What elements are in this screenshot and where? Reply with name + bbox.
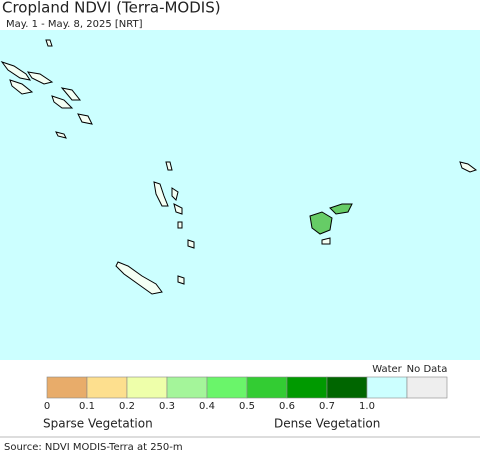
no-data-label: No Data bbox=[407, 364, 448, 375]
map-area bbox=[0, 30, 480, 360]
island bbox=[177, 275, 185, 285]
island bbox=[329, 203, 353, 215]
island bbox=[55, 131, 67, 139]
island bbox=[153, 181, 169, 207]
legend-tick-label: 0 bbox=[44, 401, 50, 412]
island bbox=[9, 79, 34, 95]
legend-swatch bbox=[46, 376, 88, 399]
legend-tick-label: 0.4 bbox=[199, 401, 215, 412]
island bbox=[187, 239, 195, 249]
legend-low-label: Sparse Vegetation bbox=[43, 417, 153, 431]
island bbox=[26, 71, 54, 85]
no-data-swatch bbox=[406, 376, 448, 399]
water-swatch bbox=[366, 376, 408, 399]
island bbox=[115, 261, 163, 295]
island bbox=[45, 39, 53, 47]
legend: Water No Data 0 0.1 0.2 0.3 0.4 0.5 0.6 0.7 1.0 bbox=[44, 364, 448, 412]
legend-tick-label: 0.5 bbox=[239, 401, 255, 412]
source: Source: NDVI MODIS-Terra at 250-m bbox=[4, 442, 183, 453]
title: Cropland NDVI (Terra-MODIS) bbox=[2, 0, 221, 17]
legend-high-label: Dense Vegetation bbox=[274, 417, 380, 431]
legend-tick-label: 0.3 bbox=[159, 401, 175, 412]
legend-swatch bbox=[286, 376, 328, 399]
legend-swatch bbox=[206, 376, 248, 399]
legend-swatch bbox=[166, 376, 208, 399]
island bbox=[60, 87, 82, 101]
island bbox=[173, 203, 183, 215]
island bbox=[77, 113, 93, 125]
legend-tick-label: 0.6 bbox=[279, 401, 295, 412]
legend-swatch bbox=[326, 376, 368, 399]
legend-tick-label: 0.7 bbox=[319, 401, 335, 412]
island bbox=[177, 221, 183, 229]
island bbox=[459, 161, 478, 173]
legend-tick-label: 1.0 bbox=[359, 401, 375, 412]
island bbox=[0, 61, 32, 81]
island bbox=[309, 211, 333, 235]
legend-swatch bbox=[246, 376, 288, 399]
legend-swatch bbox=[86, 376, 128, 399]
island bbox=[321, 237, 331, 245]
legend-swatch bbox=[126, 376, 168, 399]
island bbox=[51, 95, 74, 109]
islands bbox=[0, 39, 478, 295]
subtitle: May. 1 - May. 8, 2025 [NRT] bbox=[6, 19, 143, 30]
legend-tick-label: 0.1 bbox=[79, 401, 95, 412]
legend-tick-label: 0.2 bbox=[119, 401, 135, 412]
island bbox=[165, 161, 173, 171]
water-label: Water bbox=[372, 364, 402, 375]
island bbox=[171, 187, 179, 201]
